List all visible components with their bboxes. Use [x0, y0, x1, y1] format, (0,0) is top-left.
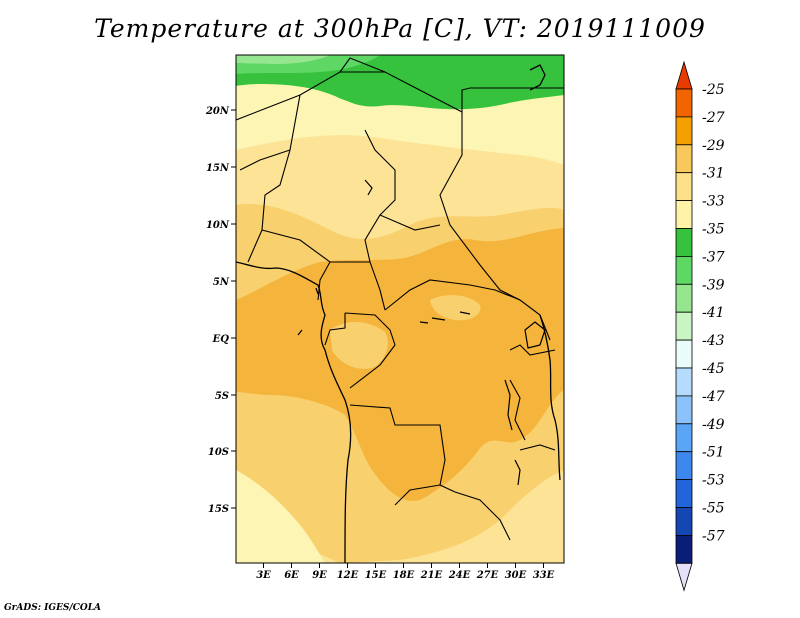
- colorbar: -25 -27 -29 -31 -33 -35 -37 -39 -41 -43 -45 -47 -49 -…: [675, 60, 725, 592]
- lakes: [297, 179, 546, 486]
- colorbar-segment: [675, 283, 693, 313]
- colorbar-segment: [675, 367, 693, 397]
- lon-tick-label: 12E: [337, 570, 359, 581]
- colorbar-label: -49: [702, 417, 725, 433]
- colorbar-label: -47: [702, 389, 725, 405]
- colorbar-segment: [675, 60, 693, 90]
- colorbar-segment: [675, 172, 693, 201]
- lon-tick-label: 15E: [365, 570, 387, 581]
- colorbar-label: -55: [702, 501, 725, 517]
- colorbar-label: -25: [702, 82, 725, 98]
- country-borders: [236, 57, 564, 541]
- lat-tick-label: EQ: [212, 334, 230, 345]
- lat-tick-label: 5N: [213, 277, 230, 288]
- colorbar-label: -53: [702, 473, 725, 489]
- band-31-patch: [330, 321, 388, 369]
- colorbar-segment: [675, 116, 693, 146]
- colorbar-label: -43: [702, 333, 725, 349]
- lon-tick-label: 33E: [533, 570, 555, 581]
- colorbar-segment: [675, 228, 693, 257]
- lon-tick-label: 21E: [420, 570, 443, 581]
- colorbar-segment: [675, 255, 693, 285]
- colorbar-label: -45: [702, 361, 725, 377]
- colorbar-label: -39: [702, 277, 725, 293]
- colorbar-label: -35: [702, 222, 725, 238]
- map-frame: [235, 54, 565, 564]
- colorbar-label: -37: [702, 249, 725, 265]
- colorbar-label: -41: [702, 305, 725, 321]
- colorbar-segment: [675, 311, 693, 341]
- lon-tick-label: 18E: [393, 570, 415, 581]
- map-title: Temperature at 300hPa [C], VT: 201911100…: [94, 14, 706, 43]
- colorbar-label: -27: [702, 110, 725, 126]
- lat-tick-label: 10N: [206, 220, 230, 231]
- colorbar-segment: [675, 339, 693, 369]
- colorbar-label: -51: [702, 445, 725, 461]
- colorbar-segment: [675, 423, 693, 453]
- lat-tick-label: 20N: [205, 106, 230, 117]
- colorbar-segment: [675, 535, 693, 564]
- colorbar-label: -57: [702, 528, 725, 544]
- colorbar-label: -29: [702, 138, 725, 154]
- lon-ticks: 3E 6E 9E 12E 15E 18E 21E 24E 27E 30E 33E: [256, 563, 555, 581]
- colorbar-label: -33: [702, 194, 725, 210]
- lon-tick-label: 27E: [476, 570, 499, 581]
- colorbar-segment: [675, 200, 693, 229]
- band-35-north: [236, 84, 470, 121]
- lon-tick-label: 9E: [312, 570, 327, 581]
- grads-credit: GrADS: IGES/COLA: [4, 603, 102, 613]
- band-41: [236, 55, 330, 64]
- lat-ticks: 20N 15N 10N 5N EQ 5S 10S 15S: [205, 106, 236, 515]
- colorbar-segment: [675, 88, 693, 118]
- band-35-south: [236, 470, 325, 563]
- lat-tick-label: 10S: [208, 447, 229, 458]
- lon-tick-label: 24E: [448, 570, 471, 581]
- colorbar-segment: [675, 144, 693, 174]
- colorbar-segment: [675, 562, 693, 592]
- lat-tick-label: 15S: [208, 504, 229, 515]
- lon-tick-label: 30E: [505, 570, 527, 581]
- colorbar-segment: [675, 507, 693, 536]
- lon-tick-label: 3E: [256, 570, 271, 581]
- colorbar-label: -31: [702, 166, 725, 182]
- colorbar-segment: [675, 451, 693, 481]
- lat-tick-label: 15N: [206, 163, 230, 174]
- colorbar-segment: [675, 479, 693, 508]
- coastlines: [236, 64, 561, 563]
- lon-tick-label: 6E: [284, 570, 299, 581]
- map-field: [236, 55, 564, 563]
- lat-tick-label: 5S: [215, 391, 229, 402]
- colorbar-segment: [675, 395, 693, 425]
